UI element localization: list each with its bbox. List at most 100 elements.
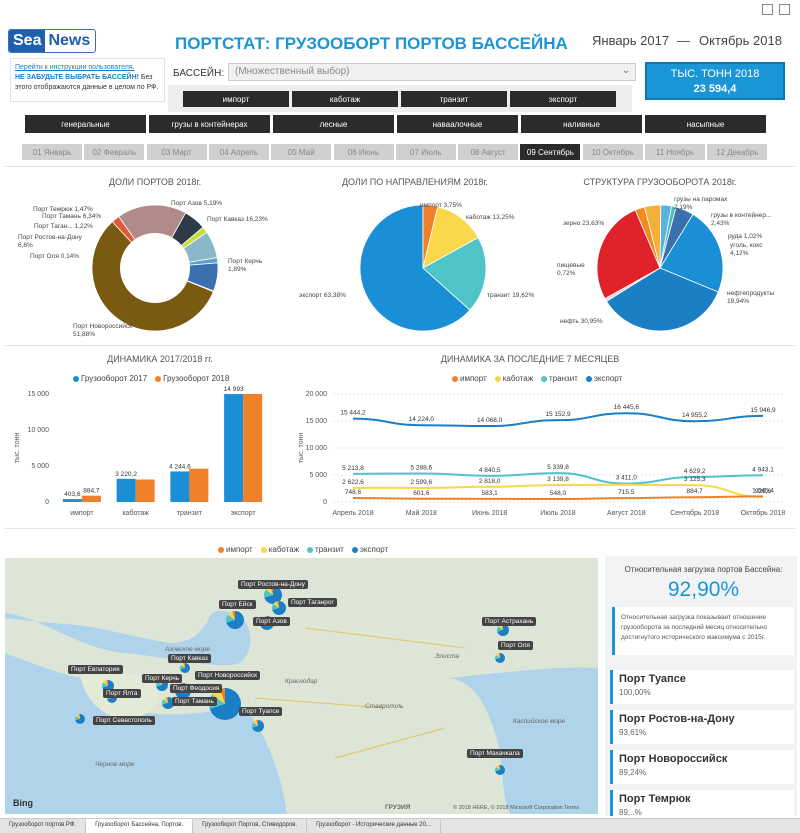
map-port-marker[interactable] [75, 714, 85, 724]
rank-item[interactable]: Порт Ростов-на-Дону 93,61% [610, 710, 794, 744]
map-port-marker[interactable] [252, 720, 264, 732]
series-line[interactable] [352, 495, 764, 501]
chart-text: 4 840,5 [479, 467, 501, 474]
map-port-label[interactable]: Порт Новороссийск [195, 671, 260, 680]
bar[interactable] [81, 495, 101, 502]
report-tab[interactable]: Грузооборот портов РФ. [0, 819, 87, 833]
expand-icon[interactable] [779, 4, 790, 15]
series-line[interactable] [352, 472, 764, 485]
direction-button-cabotage[interactable]: каботаж [292, 91, 398, 107]
report-tab[interactable]: Грузооборот - Исторические данные 20... [307, 819, 441, 833]
cargo-button-liquid[interactable]: наливные [521, 115, 642, 133]
map-port-marker[interactable] [497, 624, 509, 636]
map-copyright[interactable]: © 2018 HERE, © 2018 Microsoft Corporatio… [453, 805, 580, 811]
month-button[interactable]: 10 Октябрь [582, 144, 643, 160]
legend-item[interactable]: транзит [307, 545, 344, 554]
map-port-marker[interactable] [272, 601, 286, 615]
pie-slice[interactable] [659, 206, 694, 269]
month-button[interactable]: 09 Сентябрь [520, 144, 581, 160]
instruction-link[interactable]: Перейти к инструкции пользователя. [15, 64, 135, 71]
x-tick-label: Июль 2018 [540, 510, 575, 517]
pie-slice[interactable] [422, 237, 487, 311]
month-button[interactable]: 04 Апрель [208, 144, 269, 160]
map-port-marker[interactable] [495, 653, 505, 663]
legend-item[interactable]: Грузооборот 2017 [73, 374, 147, 383]
map-port-marker[interactable] [495, 765, 505, 775]
map-port-marker[interactable] [162, 697, 174, 709]
pie-slice[interactable] [605, 267, 719, 332]
map-port-label[interactable]: Порт Таганрог [288, 598, 337, 607]
map-port-label[interactable]: Порт Севастополь [93, 716, 155, 725]
chart-text: 2 622,6 [342, 479, 364, 486]
map-port-marker[interactable] [107, 693, 117, 703]
map-port-marker[interactable] [226, 611, 244, 629]
map-port-label[interactable]: Порт Ялта [103, 689, 141, 698]
series-line[interactable] [352, 412, 764, 428]
ports-map[interactable]: Азовское море Черное море Каспийское мор… [5, 558, 598, 814]
print-icon[interactable] [762, 4, 773, 15]
legend-item[interactable]: Грузооборот 2018 [155, 374, 229, 383]
map-port-label[interactable]: Порт Кавказ [168, 654, 211, 663]
series-line[interactable] [352, 483, 764, 498]
rank-item[interactable]: Порт Темрюк 89,..% [610, 790, 794, 816]
legend-item[interactable]: каботаж [260, 545, 299, 554]
map-port-label[interactable]: Порт Махачкала [467, 749, 523, 758]
pie-label: экспорт 63,38% [299, 292, 346, 299]
legend-item[interactable]: импорт [452, 374, 487, 383]
report-tab-active[interactable]: Грузооборот Бассейна, Портов. [86, 819, 194, 833]
bar[interactable] [170, 471, 190, 502]
map-port-label[interactable]: Порт Феодосия [170, 684, 223, 693]
cargo-button-containers[interactable]: грузы в контейнерах [149, 115, 270, 133]
map-port-label[interactable]: Порт Евпатория [68, 665, 123, 674]
map-port-label[interactable]: Порт Астрахань [482, 617, 537, 626]
map-port-label[interactable]: Порт Оля [498, 641, 533, 650]
month-button[interactable]: 03 Март [146, 144, 207, 160]
cargo-button-general[interactable]: генеральные [25, 115, 146, 133]
legend-item[interactable]: транзит [541, 374, 578, 383]
month-button[interactable]: 01 Январь [22, 144, 82, 160]
pie-slice[interactable] [659, 213, 724, 293]
x-tick-label: Сентябрь 2018 [670, 509, 719, 517]
month-button[interactable]: 07 Июль [395, 144, 456, 160]
map-port-label[interactable]: Порт Азов [253, 617, 290, 626]
bar[interactable] [116, 478, 136, 502]
legend-item[interactable]: импорт [218, 545, 253, 554]
month-button[interactable]: 05 Май [271, 144, 332, 160]
rank-item[interactable]: Порт Туапсе 100,00% [610, 670, 794, 704]
report-tab[interactable]: Грузооборот Портов, Стивидоров. [193, 819, 308, 833]
month-button[interactable]: 08 Август [458, 144, 519, 160]
legend-item[interactable]: каботаж [494, 374, 533, 383]
seanews-logo[interactable]: Sea News [8, 29, 96, 53]
cargo-button-loose[interactable]: насыпные [645, 115, 766, 133]
direction-button-export[interactable]: экспорт [510, 91, 616, 107]
bar[interactable] [243, 394, 263, 502]
month-button[interactable]: 11 Ноябрь [645, 144, 705, 160]
month-button[interactable]: 02 Февраль [84, 144, 145, 160]
basin-select[interactable]: (Множественный выбор) ⌄ [228, 63, 636, 81]
map-port-label[interactable]: Порт Тамань [172, 697, 217, 706]
bar[interactable] [189, 468, 209, 502]
direction-button-import[interactable]: импорт [183, 91, 289, 107]
map-port-marker[interactable] [264, 586, 282, 604]
bar[interactable] [135, 479, 155, 503]
month-button[interactable]: 12 Декабрь [707, 144, 768, 160]
cargo-button-timber[interactable]: лесные [273, 115, 394, 133]
pie-slice[interactable] [596, 209, 661, 300]
legend-item[interactable]: экспорт [585, 374, 622, 383]
rank-item[interactable]: Порт Новороссийск 89,24% [610, 750, 794, 784]
month-button[interactable]: 06 Июнь [333, 144, 394, 160]
bar[interactable] [224, 394, 244, 502]
cargo-button-bulk[interactable]: наваалочные [397, 115, 518, 133]
map-port-marker[interactable] [180, 663, 190, 673]
bar[interactable] [62, 499, 82, 502]
map-port-label[interactable]: Порт Ейск [219, 600, 256, 609]
map-port-label[interactable]: Порт Ростов-на-Дону [238, 580, 308, 589]
kpi-value: 23 594,4 [693, 83, 737, 95]
map-port-label[interactable]: Порт Туапсе [239, 707, 283, 716]
map-port-label[interactable]: Порт Керчь [142, 674, 183, 683]
pie-slice[interactable] [359, 204, 471, 332]
direction-button-transit[interactable]: транзит [401, 91, 507, 107]
line-legend: импорт каботаж транзит экспорт [452, 374, 622, 383]
pie-label: Порт Тамань 6,34% [42, 213, 102, 220]
legend-item[interactable]: экспорт [351, 545, 388, 554]
